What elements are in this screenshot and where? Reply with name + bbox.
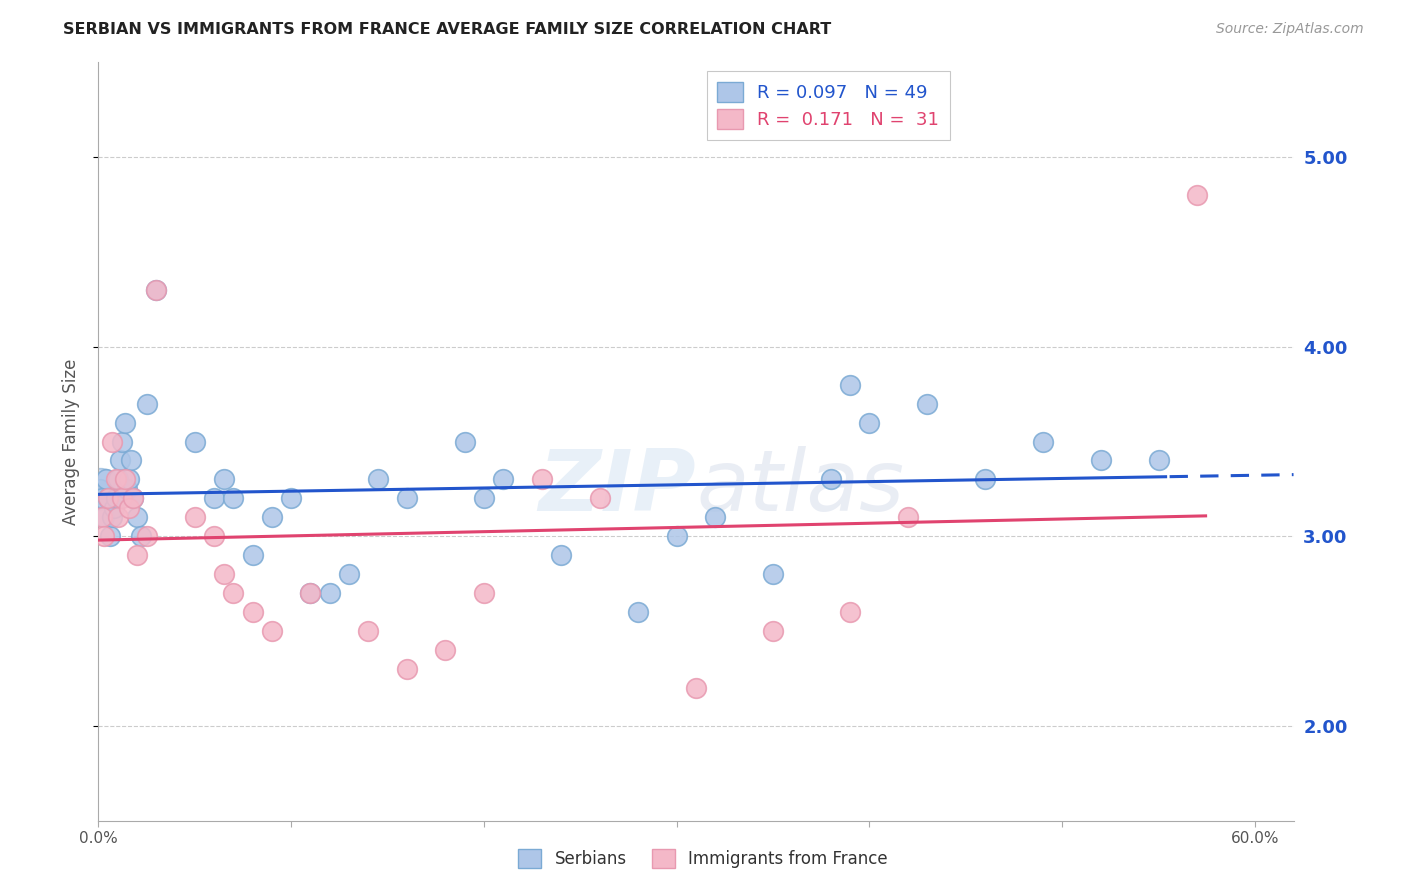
Point (242, 548, 264, 563)
Point (122, 491, 145, 506)
Point (114, 416, 136, 430)
Point (357, 624, 380, 639)
Point (117, 482, 139, 496)
Point (145, 283, 167, 297)
Point (135, 529, 157, 543)
Point (222, 491, 245, 506)
Point (762, 567, 785, 582)
Point (222, 586, 245, 600)
Legend: Serbians, Immigrants from France: Serbians, Immigrants from France (512, 843, 894, 875)
Text: SERBIAN VS IMMIGRANTS FROM FRANCE AVERAGE FAMILY SIZE CORRELATION CHART: SERBIAN VS IMMIGRANTS FROM FRANCE AVERAG… (63, 22, 831, 37)
Point (550, 548, 572, 563)
Point (472, 491, 495, 506)
Point (839, 605, 862, 619)
Point (395, 662, 418, 676)
Point (858, 416, 880, 430)
Point (974, 473, 997, 487)
Point (108, 453, 131, 467)
Point (453, 434, 475, 449)
Point (93, 529, 115, 543)
Point (114, 473, 136, 487)
Point (97, 491, 120, 506)
Point (820, 473, 842, 487)
Point (492, 473, 515, 487)
Point (472, 586, 495, 600)
Point (242, 605, 264, 619)
Point (101, 434, 124, 449)
Point (91, 491, 114, 506)
Point (98, 529, 121, 543)
Point (103, 500, 125, 515)
Point (1185, 188, 1208, 202)
Point (280, 491, 302, 506)
Point (434, 643, 457, 657)
Point (118, 473, 141, 487)
Point (125, 510, 148, 524)
Point (337, 567, 360, 582)
Point (1147, 453, 1170, 467)
Point (685, 681, 707, 695)
Point (93, 510, 115, 524)
Text: ZIP: ZIP (538, 445, 696, 529)
Point (97, 491, 120, 506)
Point (110, 434, 132, 449)
Point (91, 510, 114, 524)
Point (89, 482, 111, 496)
Point (202, 529, 225, 543)
Point (897, 510, 920, 524)
Point (367, 473, 389, 487)
Point (202, 491, 225, 506)
Point (110, 491, 132, 506)
Point (588, 491, 610, 506)
Text: Source: ZipAtlas.com: Source: ZipAtlas.com (1216, 22, 1364, 37)
Point (299, 586, 322, 600)
Point (129, 529, 152, 543)
Point (104, 473, 127, 487)
Point (1090, 453, 1112, 467)
Point (319, 586, 342, 600)
Point (1032, 434, 1054, 449)
Point (839, 377, 862, 392)
Point (125, 548, 148, 563)
Point (260, 624, 283, 639)
Point (184, 434, 207, 449)
Point (212, 567, 235, 582)
Point (299, 586, 322, 600)
Point (184, 510, 207, 524)
Point (627, 605, 650, 619)
Point (120, 453, 142, 467)
Point (212, 473, 235, 487)
Text: atlas: atlas (696, 445, 904, 529)
Point (118, 500, 141, 515)
Y-axis label: Average Family Size: Average Family Size (62, 359, 80, 524)
Point (665, 529, 688, 543)
Legend: R = 0.097   N = 49, R =  0.171   N =  31: R = 0.097 N = 49, R = 0.171 N = 31 (707, 71, 950, 140)
Point (530, 473, 553, 487)
Point (107, 473, 129, 487)
Point (260, 510, 283, 524)
Point (101, 510, 124, 524)
Point (107, 510, 129, 524)
Point (94, 473, 117, 487)
Point (704, 510, 727, 524)
Point (395, 491, 418, 506)
Point (135, 396, 157, 410)
Point (762, 624, 785, 639)
Point (122, 491, 145, 506)
Point (145, 283, 167, 297)
Point (104, 491, 127, 506)
Point (89, 482, 111, 496)
Point (917, 396, 939, 410)
